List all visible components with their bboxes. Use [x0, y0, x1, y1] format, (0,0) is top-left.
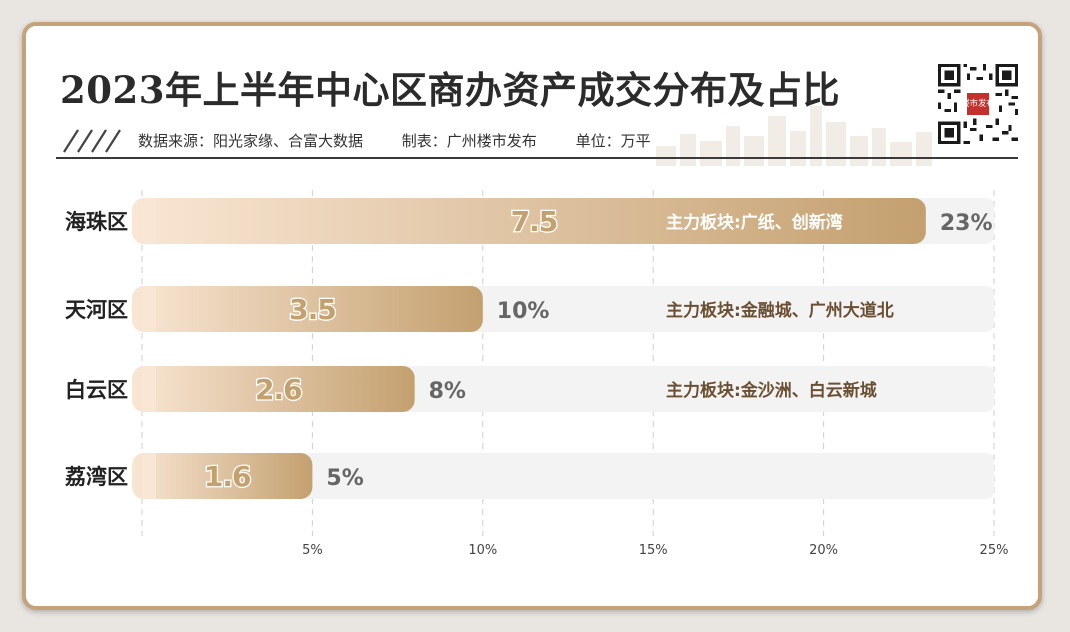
annotation-label: 主力板块:金融城、广州大道北 — [666, 300, 894, 321]
bar-left-edge — [142, 453, 156, 499]
chart-title: 2023年上半年中心区商办资产成交分布及占比 — [60, 68, 840, 112]
x-tick-label: 5% — [302, 543, 323, 558]
x-tick-label: 10% — [468, 543, 497, 558]
bar — [132, 198, 926, 244]
x-tick-label: 20% — [809, 543, 838, 558]
bars — [132, 198, 926, 499]
qr-code: 楼市发布 — [938, 64, 1018, 144]
value-label: 1.6 — [204, 460, 251, 493]
category-label: 白云区 — [65, 378, 128, 402]
data-source: 数据来源：阳光家缘、合富大数据 — [138, 132, 364, 150]
x-tick-label: 15% — [639, 543, 668, 558]
share-label: 23% — [940, 211, 993, 236]
header-rule — [56, 157, 1018, 159]
unit-label: 单位：万平 — [575, 132, 651, 150]
bar — [132, 453, 313, 499]
bar — [132, 286, 483, 332]
category-label: 天河区 — [65, 298, 128, 322]
bar-left-edge — [142, 366, 156, 412]
value-label: 7.5 — [511, 205, 558, 238]
bar — [132, 366, 415, 412]
annotation-label: 主力板块:金沙洲、白云新城 — [666, 380, 877, 401]
value-label: 3.5 — [289, 293, 336, 326]
logo-seal-text: 楼市发布 — [961, 98, 994, 108]
annotation-label: 主力板块:广纸、创新湾 — [666, 212, 843, 233]
value-label: 2.6 — [255, 373, 302, 406]
bar-track — [142, 453, 994, 499]
share-label: 10% — [497, 299, 550, 324]
share-label: 8% — [429, 379, 466, 404]
subtitle-row: 数据来源：阳光家缘、合富大数据 制表：广州楼市发布 单位：万平 — [138, 130, 685, 151]
slash-decoration — [63, 129, 121, 153]
bar-left-edge — [142, 286, 156, 332]
category-label: 海珠区 — [65, 210, 128, 234]
table-maker: 制表：广州楼市发布 — [401, 132, 537, 150]
share-label: 5% — [326, 466, 363, 491]
x-tick-label: 25% — [980, 543, 1009, 558]
bar-left-edge — [142, 198, 156, 244]
category-label: 荔湾区 — [65, 465, 128, 489]
